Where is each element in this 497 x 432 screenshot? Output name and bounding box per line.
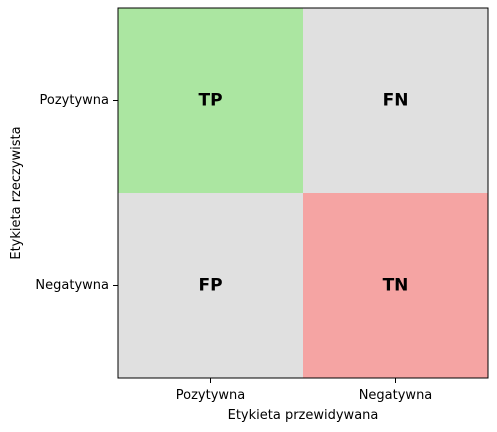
cell-tp bbox=[118, 8, 303, 193]
y-axis-label: Etykieta rzeczywista bbox=[9, 126, 24, 259]
cell-label-tp: TP bbox=[198, 91, 222, 111]
cells-layer bbox=[118, 8, 488, 378]
cell-label-fn: FN bbox=[383, 91, 409, 111]
x-axis-label: Etykieta przewidywana bbox=[228, 408, 379, 423]
x-tick-label: Pozytywna bbox=[176, 388, 245, 403]
cell-fp bbox=[118, 193, 303, 378]
y-ticks-layer: Pozytywna Negatywna bbox=[35, 93, 118, 293]
y-tick-label: Negatywna bbox=[35, 278, 109, 293]
cell-label-fp: FP bbox=[198, 276, 222, 296]
y-tick-label: Pozytywna bbox=[40, 93, 109, 108]
cell-fn bbox=[303, 8, 488, 193]
plot-frame bbox=[117, 7, 489, 379]
cell-label-tn: TN bbox=[383, 276, 409, 296]
x-ticks-layer: Pozytywna Negatywna bbox=[176, 378, 433, 403]
cell-tn bbox=[303, 193, 488, 378]
x-tick-label: Negatywna bbox=[359, 388, 433, 403]
cell-labels-layer: TP FN FP TN bbox=[198, 91, 408, 296]
